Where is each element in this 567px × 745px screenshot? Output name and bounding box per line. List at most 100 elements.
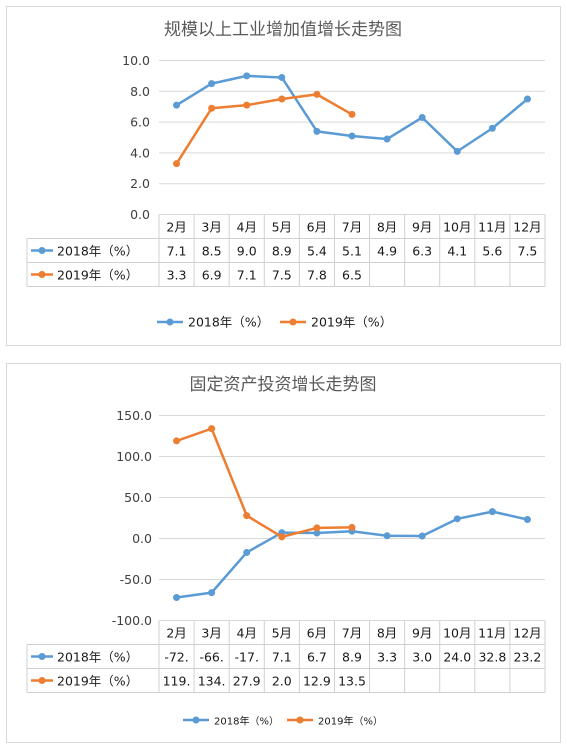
data-point: [243, 101, 251, 109]
data-value-label: 7.8: [307, 268, 327, 283]
x-category-label: 4月: [237, 626, 257, 641]
y-tick-label: 0.0: [130, 207, 150, 222]
data-value-label: -66.: [199, 650, 223, 665]
chart-svg-industrial: 规模以上工业增加值增长走势图 0.0 2.0 4.0 6.0 8.0 10.0 2月 3月 4月 5…: [26, 20, 546, 330]
data-point: [453, 147, 461, 155]
chart-industrial-value: 规模以上工业增加值增长走势图 0.0 2.0 4.0 6.0 8.0 10.0 2月 3月 4月 5…: [6, 6, 561, 346]
legend-label: 2019年（%）: [318, 715, 383, 728]
data-value-label: 7.5: [272, 268, 292, 283]
y-tick-label: 8.0: [130, 84, 150, 99]
data-value-label: 24.0: [443, 650, 471, 665]
data-value-label: 134.: [198, 674, 226, 689]
series-line: [176, 427, 353, 539]
data-point: [313, 90, 321, 98]
legend-point-marker: [38, 653, 46, 660]
data-value-label: 2.0: [272, 674, 292, 689]
y-tick-label: 0.0: [132, 531, 152, 546]
series-name-label: 2018年（%）: [57, 244, 138, 259]
x-category-label: 7月: [342, 626, 362, 641]
x-category-label: 5月: [272, 220, 292, 235]
data-point: [278, 533, 286, 541]
legend-marker: [192, 716, 200, 724]
x-category-label: 2月: [166, 220, 186, 235]
data-value-label: 5.4: [307, 244, 327, 259]
data-value-label: 3.0: [412, 650, 432, 665]
x-category-label: 8月: [377, 220, 397, 235]
data-point: [243, 512, 251, 520]
y-tick-label: 4.0: [130, 145, 150, 160]
data-point: [453, 515, 461, 523]
data-value-label: 27.9: [233, 674, 261, 689]
legend-marker: [296, 716, 304, 724]
series-name-label: 2019年（%）: [57, 674, 138, 689]
data-value-label: 32.8: [478, 650, 506, 665]
data-value-label: 6.7: [307, 650, 327, 665]
legend-point-marker: [38, 677, 46, 684]
x-category-label: 10月: [443, 220, 471, 235]
data-point: [348, 132, 356, 140]
x-category-label: 7月: [342, 220, 362, 235]
data-point: [313, 524, 321, 532]
data-point: [208, 80, 216, 88]
data-point: [348, 523, 356, 531]
data-point: [488, 124, 496, 132]
x-category-label: 9月: [412, 626, 432, 641]
data-point: [488, 508, 496, 516]
data-value-label: 5.6: [482, 244, 502, 259]
data-value-label: 23.2: [514, 650, 542, 665]
data-point: [348, 110, 356, 118]
data-value-label: 13.5: [338, 674, 366, 689]
x-category-label: 6月: [307, 626, 327, 641]
x-category-label: 12月: [513, 626, 541, 641]
series-name-label: 2018年（%）: [57, 650, 138, 665]
x-category-label: 2月: [166, 626, 186, 641]
chart-title: 固定资产投资增长走势图: [190, 375, 377, 395]
y-tick-label: 6.0: [130, 115, 150, 130]
x-category-label: 12月: [513, 220, 541, 235]
data-point: [278, 73, 286, 81]
x-category-label: 5月: [272, 626, 292, 641]
data-point: [313, 127, 321, 135]
data-value-label: 8.9: [272, 244, 292, 259]
x-category-label: 4月: [237, 220, 257, 235]
legend-label: 2019年（%）: [311, 315, 392, 330]
data-value-label: 3.3: [377, 650, 397, 665]
x-category-label: 11月: [478, 220, 506, 235]
x-category-label: 8月: [377, 626, 397, 641]
data-value-label: 8.5: [202, 244, 222, 259]
data-value-label: 7.1: [167, 244, 187, 259]
data-point: [418, 113, 426, 121]
x-category-label: 10月: [443, 626, 471, 641]
data-point: [383, 135, 391, 143]
data-value-label: 8.9: [342, 650, 362, 665]
legend-point-marker: [38, 247, 46, 254]
y-tick-label: 100.0: [116, 449, 152, 464]
data-point: [208, 589, 216, 597]
x-category-label: 9月: [412, 220, 432, 235]
legend-label: 2018年（%）: [214, 715, 279, 728]
data-value-label: 4.1: [447, 244, 467, 259]
data-value-label: -72.: [164, 650, 188, 665]
x-category-label: 6月: [307, 220, 327, 235]
y-tick-label: 10.0: [122, 53, 150, 68]
chart-svg-investment: 固定资产投资增长走势图 -100.0 -50.0 0.0 50.0 100.0 150.0 2…: [26, 375, 546, 728]
legend-point-marker: [38, 271, 46, 278]
data-value-label: 7.1: [272, 650, 292, 665]
data-point: [208, 104, 216, 112]
y-tick-label: 50.0: [124, 490, 152, 505]
data-value-label: 9.0: [237, 244, 257, 259]
data-point: [173, 101, 181, 109]
data-point: [208, 425, 216, 433]
series-name-label: 2019年（%）: [57, 268, 138, 283]
data-point: [523, 515, 531, 523]
data-value-label: 3.3: [167, 268, 187, 283]
data-point: [173, 437, 181, 445]
chart-title: 规模以上工业增加值增长走势图: [164, 20, 402, 40]
data-value-label: 6.9: [202, 268, 222, 283]
series-line: [175, 93, 353, 165]
data-value-label: 6.3: [412, 244, 432, 259]
y-tick-label: -100.0: [112, 613, 152, 628]
legend-marker: [289, 318, 297, 326]
data-point: [278, 95, 286, 103]
y-tick-label: 150.0: [116, 408, 152, 423]
